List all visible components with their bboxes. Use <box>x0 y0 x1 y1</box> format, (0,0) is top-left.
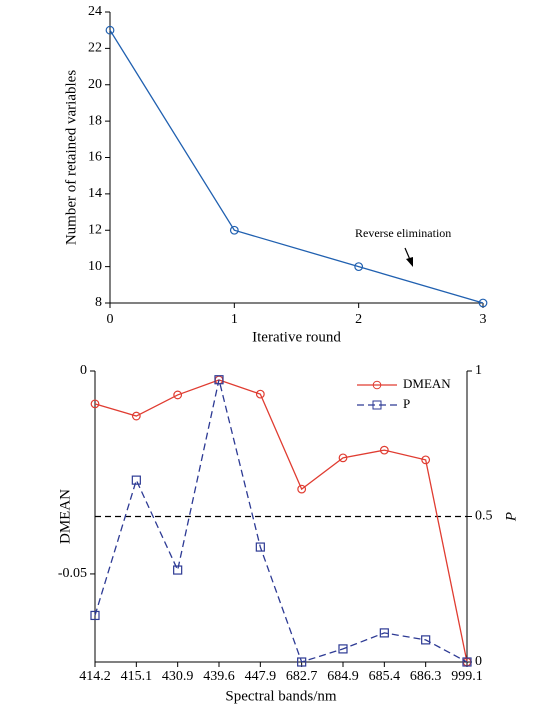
y2-tick-label: 0.5 <box>475 509 493 524</box>
x-tick-label: 685.4 <box>369 669 401 684</box>
y-tick-label: 14 <box>88 186 102 201</box>
legend-label: DMEAN <box>403 376 451 391</box>
marker <box>354 262 364 272</box>
marker <box>421 635 431 645</box>
series-line <box>94 379 468 663</box>
y-tick-label: 22 <box>88 41 102 56</box>
marker <box>255 389 265 399</box>
marker <box>297 484 307 494</box>
annotation: Reverse elimination <box>355 226 451 240</box>
series-line <box>109 29 484 304</box>
marker <box>214 375 224 385</box>
y-tick-label: 8 <box>95 295 102 310</box>
x-tick-label: 686.3 <box>410 669 442 684</box>
y-tick-label: 12 <box>88 222 102 237</box>
x-tick-label: 682.7 <box>286 669 318 684</box>
annotation-arrowhead <box>406 257 413 267</box>
marker <box>255 542 265 552</box>
x-tick-label: 415.1 <box>121 669 153 684</box>
x-tick-label: 684.9 <box>327 669 359 684</box>
x-tick-label: 439.6 <box>203 669 235 684</box>
x-axis-label: Iterative round <box>252 329 341 345</box>
series-line <box>94 379 468 663</box>
x-tick-label: 414.2 <box>79 669 111 684</box>
y-tick-label: 18 <box>88 113 102 128</box>
marker <box>173 565 183 575</box>
x-tick-label: 430.9 <box>162 669 194 684</box>
marker <box>462 657 472 667</box>
y2-tick-label: 1 <box>475 363 482 378</box>
marker <box>421 455 431 465</box>
x-tick-label: 0 <box>107 312 114 327</box>
y-tick-label: 0 <box>80 363 87 378</box>
y-axis-label: DMEAN <box>57 489 73 544</box>
marker <box>297 657 307 667</box>
y-tick-label: -0.05 <box>58 566 87 581</box>
marker <box>338 644 348 654</box>
x-tick-label: 447.9 <box>245 669 277 684</box>
y-tick-label: 24 <box>88 4 102 19</box>
y2-tick-label: 0 <box>475 654 482 669</box>
marker <box>338 453 348 463</box>
marker <box>478 298 488 308</box>
y-tick-label: 10 <box>88 259 102 274</box>
y-tick-label: 16 <box>88 150 102 165</box>
marker <box>90 399 100 409</box>
y-axis-label: Number of retained variables <box>63 70 79 246</box>
x-tick-label: 999.1 <box>451 669 483 684</box>
x-axis-label: Spectral bands/nm <box>225 688 337 704</box>
y2-axis-label: P <box>503 512 519 522</box>
legend-marker <box>372 380 382 390</box>
legend-marker <box>372 400 382 410</box>
x-tick-label: 1 <box>231 312 238 327</box>
marker <box>131 411 141 421</box>
marker <box>131 475 141 485</box>
marker <box>173 390 183 400</box>
x-tick-label: 3 <box>480 312 487 327</box>
y-tick-label: 20 <box>88 77 102 92</box>
marker <box>229 225 239 235</box>
x-tick-label: 2 <box>355 312 362 327</box>
marker <box>379 628 389 638</box>
marker <box>379 445 389 455</box>
marker <box>90 610 100 621</box>
legend-label: P <box>403 396 410 411</box>
marker <box>105 25 115 35</box>
